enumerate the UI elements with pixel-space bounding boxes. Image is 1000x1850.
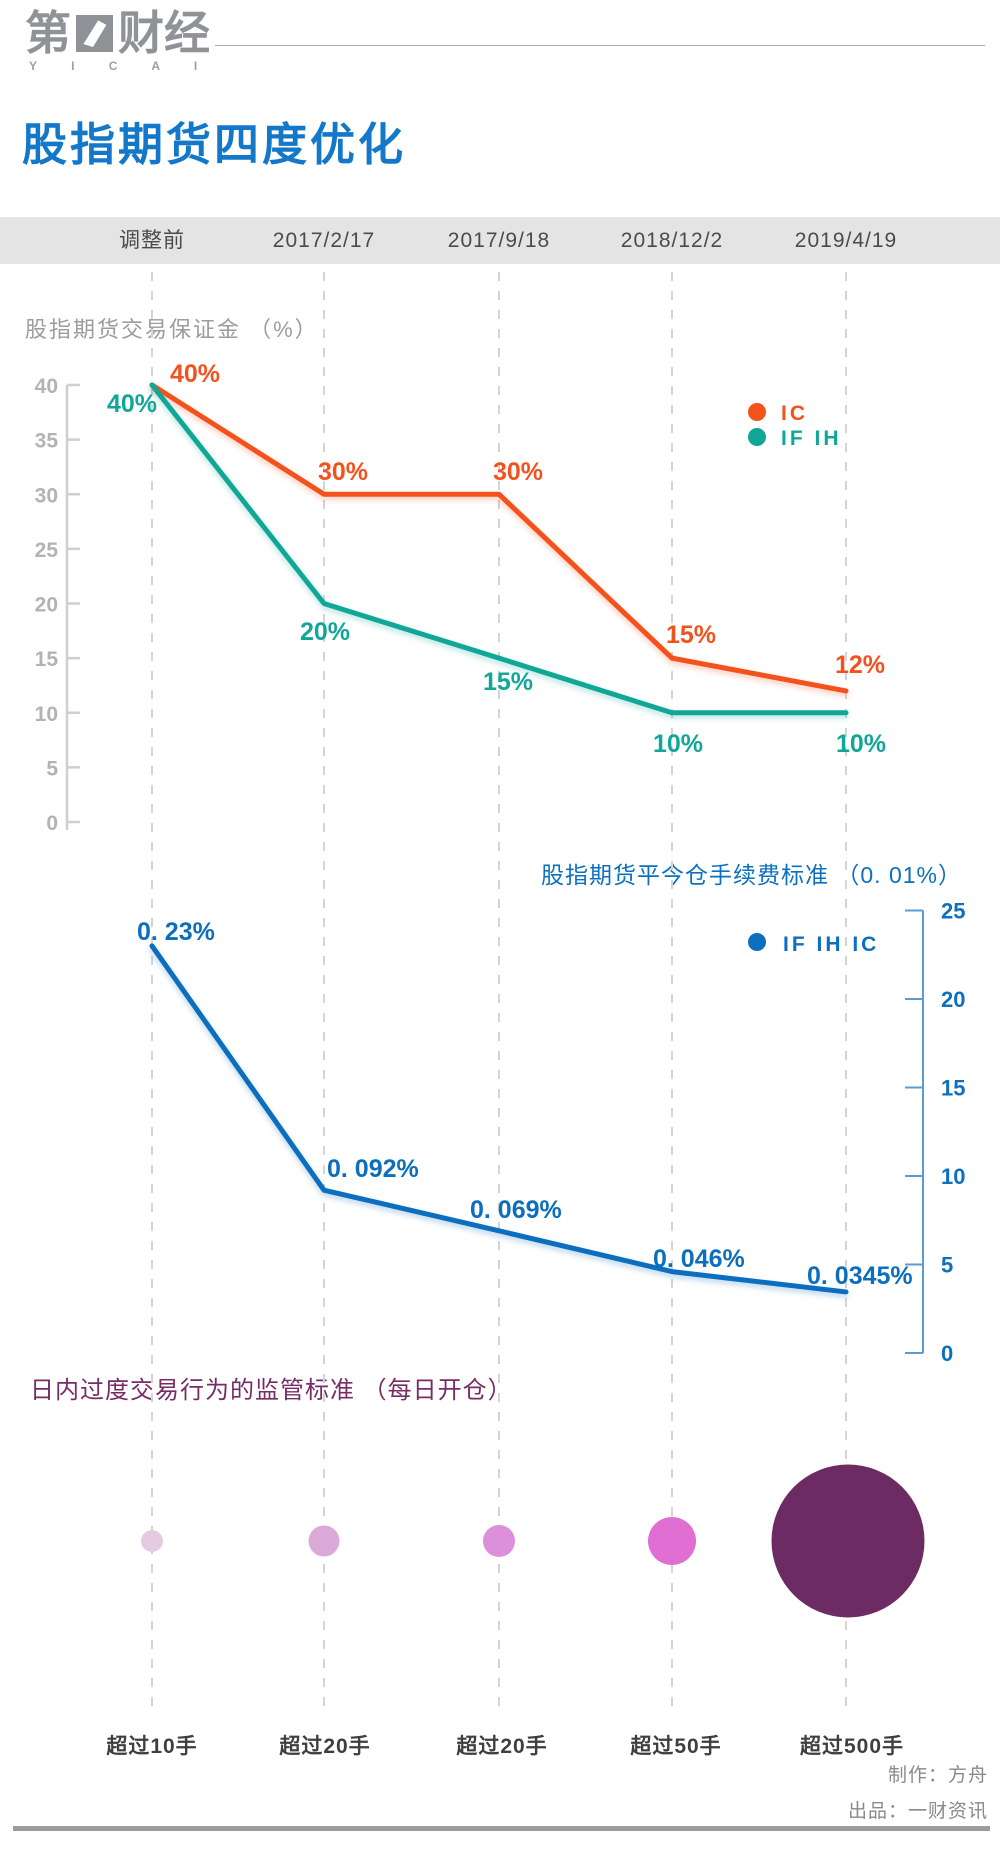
logo-square-icon [76, 14, 113, 52]
logo-char-right: 财经 [118, 7, 210, 59]
period-col-2017-9-18: 2017/9/18 [447, 229, 551, 252]
period-col-before: 调整前 [119, 229, 185, 252]
fee-axis-tick-label: 15 [941, 1076, 965, 1101]
credit-producer: 制作：方舟 [887, 1765, 988, 1786]
margin-chart-title: 股指期货交易保证金 （%） [25, 317, 319, 342]
fee-axis-tick-label: 20 [941, 987, 965, 1012]
if-ih-value-label: 40% [107, 390, 157, 418]
margin-axis-tick-label: 35 [35, 430, 59, 453]
fee-axis-tick-label: 10 [941, 1164, 965, 1189]
fee-value-label: 0. 23% [137, 918, 215, 946]
bubble [648, 1517, 696, 1565]
period-col-2019-4-19: 2019/4/19 [794, 229, 898, 252]
bubble [771, 1464, 925, 1618]
margin-axis-tick-label: 15 [35, 648, 59, 671]
bubble-label-2: 超过20手 [279, 1735, 371, 1758]
fee-axis-tick-label: 0 [941, 1341, 953, 1366]
if-ih-value-label: 10% [653, 730, 703, 758]
fee-legend-label: IF IH IC [783, 933, 879, 956]
if-ih-value-label: 15% [483, 668, 533, 696]
fee-value-label: 0. 069% [470, 1196, 562, 1224]
bubble-label-5: 超过500手 [799, 1735, 905, 1758]
margin-axis-tick-label: 20 [35, 594, 58, 617]
yicai-logo-en: Y I C A I [29, 59, 213, 73]
ic-value-label: 12% [835, 651, 885, 679]
ic-value-label: 40% [170, 360, 220, 388]
supervision-chart-title: 日内过度交易行为的监管标准 （每日开仓） [30, 1377, 513, 1404]
period-col-2017-2-17: 2017/2/17 [272, 229, 376, 252]
ic-value-label: 15% [666, 621, 716, 649]
bubble-label-1: 超过10手 [106, 1735, 198, 1758]
fee-line [149, 943, 849, 1295]
if-ih-legend-label: IF IH [781, 427, 842, 450]
margin-axis-tick-label: 5 [46, 757, 58, 780]
logo-char-left: 第 [25, 7, 71, 59]
fee-chart-title: 股指期货平今仓手续费标准 （0. 01%） [541, 862, 962, 888]
bubble-label-4: 超过50手 [630, 1735, 722, 1758]
fee-axis-tick-label: 5 [941, 1253, 953, 1278]
credit-publisher: 出品：一财资讯 [847, 1801, 988, 1822]
margin-axis-tick-label: 25 [35, 539, 59, 562]
ic-value-label: 30% [493, 458, 543, 486]
bubble [308, 1525, 340, 1557]
fee-value-label: 0. 046% [653, 1245, 745, 1273]
ic-value-label: 30% [318, 458, 368, 486]
margin-axis-tick-label: 10 [35, 703, 58, 726]
margin-axis-tick-label: 0 [46, 812, 58, 835]
if-ih-legend-dot [748, 428, 766, 446]
ic-legend-dot [748, 403, 766, 421]
yicai-logo: 第 财经 Y I C A I [25, 10, 213, 73]
margin-axis-tick-label: 40 [35, 375, 58, 398]
period-header-bar: 调整前 2017/2/17 2017/9/18 2018/12/2 2019/4… [0, 217, 1000, 264]
if-ih-value-label: 10% [836, 730, 886, 758]
ic-line [149, 382, 849, 694]
page-title: 股指期货四度优化 [22, 119, 407, 170]
margin-axis-tick-label: 30 [35, 484, 58, 507]
ic-legend-label: IC [781, 402, 808, 425]
bubble [483, 1525, 515, 1557]
fee-legend-dot [748, 933, 766, 951]
fee-value-label: 0. 092% [327, 1155, 419, 1183]
period-col-2018-12-2: 2018/12/2 [620, 229, 724, 252]
if-ih-line [149, 382, 849, 716]
bubble [141, 1530, 163, 1552]
bubble-label-3: 超过20手 [456, 1735, 548, 1758]
fee-value-label: 0. 0345% [807, 1262, 913, 1290]
footer-rule [13, 1826, 990, 1831]
header-divider-line [215, 45, 985, 46]
if-ih-value-label: 20% [300, 618, 350, 646]
fee-axis-tick-label: 25 [941, 899, 965, 924]
yicai-logo-cn: 第 财经 [25, 10, 213, 56]
